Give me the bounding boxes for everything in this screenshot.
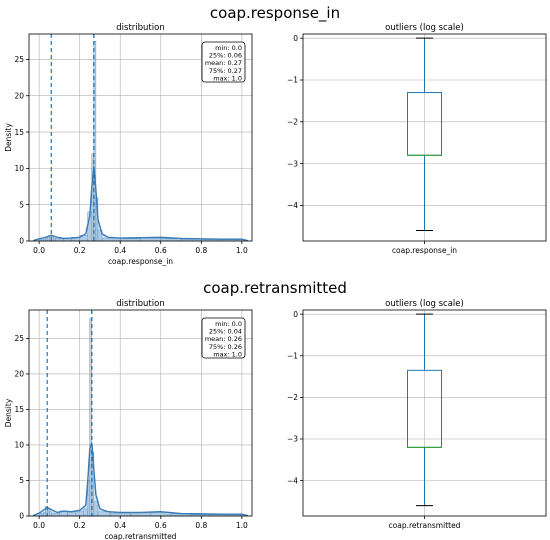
- kde-line: [32, 442, 249, 517]
- stats-line: max: 1.0: [213, 74, 242, 82]
- stats-box: [201, 41, 246, 83]
- y-tick-label: 25: [14, 55, 24, 64]
- y-tick-label: 20: [14, 91, 24, 100]
- y-tick-label: 0: [293, 34, 298, 43]
- y-tick-label: 15: [14, 405, 24, 414]
- stats-line: mean: 0.26: [205, 335, 242, 343]
- panel-title: distribution: [116, 299, 164, 309]
- stats-line: 75%: 0.26: [209, 343, 242, 351]
- y-tick-label: −1: [287, 351, 298, 360]
- x-tick-label: 0.6: [155, 246, 167, 255]
- y-axis-label: Density: [4, 398, 13, 427]
- y-tick-label: −3: [287, 435, 298, 444]
- x-tick-label: 0.8: [195, 246, 207, 255]
- x-tick-label: 0.0: [33, 521, 45, 530]
- x-tick-label: 1.0: [236, 521, 248, 530]
- y-tick-label: −4: [287, 201, 298, 210]
- stats-line: max: 1.0: [213, 350, 242, 358]
- stats-line: 75%: 0.27: [209, 67, 242, 75]
- y-tick-label: 20: [14, 370, 24, 379]
- y-axis-label: Density: [4, 123, 13, 152]
- x-tick-label: 1.0: [236, 246, 248, 255]
- x-tick-label: 0.2: [74, 246, 86, 255]
- kde-area: [33, 442, 248, 516]
- x-tick-label: coap.retransmitted: [389, 521, 461, 530]
- x-tick-label: 0.4: [114, 246, 126, 255]
- y-tick-label: 5: [19, 476, 24, 485]
- figure-title: coap.retransmitted: [203, 279, 347, 297]
- panel-title: distribution: [116, 23, 164, 33]
- panel-title: outliers (log scale): [385, 299, 464, 309]
- x-axis-label: coap.retransmitted: [105, 532, 177, 540]
- x-tick-label: 0.2: [74, 521, 86, 530]
- stats-box: [201, 317, 246, 359]
- stats-line: mean: 0.27: [205, 59, 242, 67]
- y-tick-label: −3: [287, 159, 298, 168]
- y-tick-label: 0: [19, 237, 24, 246]
- y-tick-label: 10: [14, 164, 24, 173]
- y-tick-label: −1: [287, 76, 298, 85]
- y-tick-label: −2: [287, 393, 298, 402]
- y-tick-label: 25: [14, 334, 24, 343]
- x-tick-label: 0.8: [195, 521, 207, 530]
- stats-line: 25%: 0.06: [209, 52, 242, 60]
- axes-frame: [28, 309, 253, 517]
- x-tick-label: coap.response_in: [392, 246, 457, 255]
- y-tick-label: −4: [287, 476, 298, 485]
- stats-line: min: 0.0: [215, 320, 242, 328]
- y-tick-label: 0: [19, 512, 24, 521]
- x-axis-label: coap.response_in: [108, 257, 173, 266]
- x-tick-label: 0.6: [155, 521, 167, 530]
- y-tick-label: 0: [293, 310, 298, 319]
- stats-line: 25%: 0.04: [209, 328, 242, 336]
- kde-area: [33, 166, 248, 241]
- kde-line: [32, 166, 249, 242]
- figure-title: coap.response_in: [209, 4, 341, 22]
- y-tick-label: 15: [14, 128, 24, 137]
- x-tick-label: 0.4: [114, 521, 126, 530]
- y-tick-label: 5: [19, 200, 24, 209]
- y-tick-label: −2: [287, 118, 298, 127]
- y-tick-label: 10: [14, 441, 24, 450]
- stats-line: min: 0.0: [215, 44, 242, 52]
- x-tick-label: 0.0: [33, 246, 45, 255]
- axes-frame: [28, 33, 253, 242]
- panel-title: outliers (log scale): [385, 23, 464, 33]
